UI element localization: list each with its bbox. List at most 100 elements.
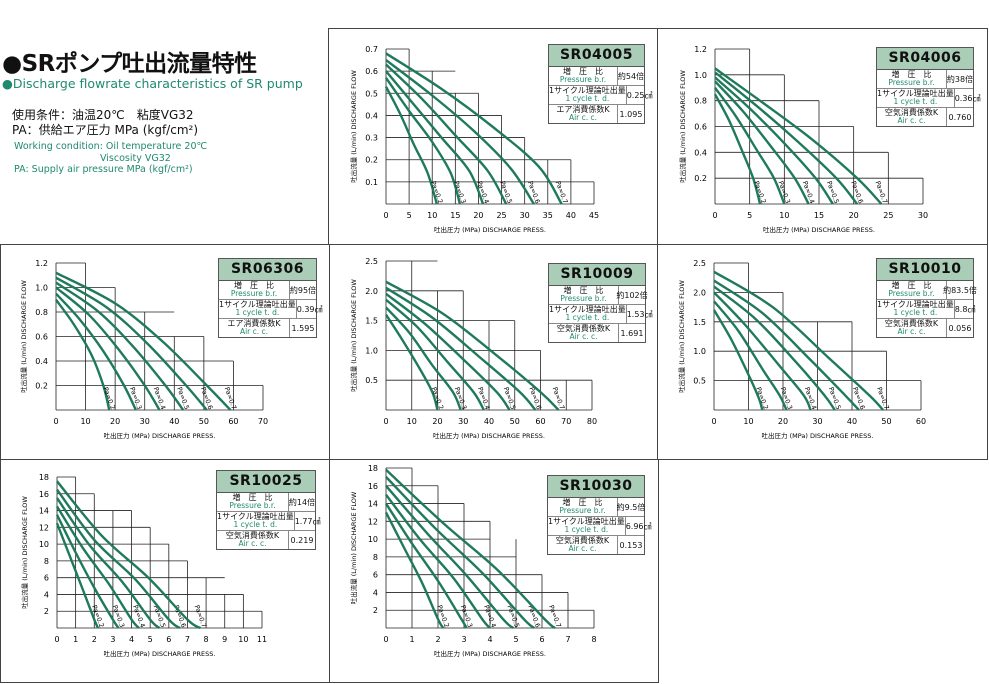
x-tick-label: 0 [54,635,59,644]
air-label: エア消費係数K [556,105,610,115]
x-tick-label: 30 [918,211,928,220]
y-tick-label: 0.6 [365,67,378,76]
series-line [385,280,560,411]
cycle-label-en: 1 cycle t. d. [893,308,938,318]
series-line [385,493,491,629]
x-tick-label: 20 [849,211,859,220]
air-label: 空気消費係数K [884,108,939,118]
y-tick-label: 0.7 [365,45,378,54]
model-name: SR10025 [217,471,315,493]
page-subtitle: ●Discharge flowrate characteristics of S… [2,76,303,91]
x-tick-label: 15 [450,211,460,220]
x-tick-label: 30 [812,417,822,426]
series-line [713,291,812,411]
pressure-ratio-label-en: Pressure b.r. [560,294,607,304]
x-tick-label: 30 [140,417,150,426]
series-label: Pa=0.7 [874,180,890,205]
cycle-row: 1サイクル理論吐出量 1 cycle t. d. 6.96㎤ [548,517,652,536]
series-line [385,286,537,411]
x-tick-label: 70 [561,417,571,426]
y-axis-title: 吐出流量 (L/min) DISCHARGE FLOW [20,496,29,609]
series-line [55,522,100,629]
cycle-label-en: 1 cycle t. d. [893,97,938,107]
series-line [56,488,181,630]
x-tick-label: 10 [407,417,417,426]
series-label: Pa=0.7 [551,386,567,411]
pressure-ratio-label-en: Pressure b.r. [888,78,935,88]
cycle-value: 0.39㎤ [296,304,323,314]
x-tick-label: 45 [589,211,599,220]
cycle-value: 1.77㎤ [294,516,321,526]
x-tick-label: 0 [53,417,58,426]
y-tick-label: 16 [39,490,49,499]
y-tick-label: 10 [368,535,378,544]
spec-box: SR10009 増 圧 比 Pressure b.r. 約102倍 1サイクル理論… [548,263,653,343]
air-value: 0.219 [290,535,314,545]
x-tick-label: 5 [513,635,518,644]
air-label-en: Air c. c. [897,327,926,337]
y-tick-label: 8 [44,557,49,566]
x-tick-label: 1 [409,635,414,644]
series-label: Pa=0.3 [452,180,468,205]
cycle-label: 1サイクル理論吐出量 [549,86,626,96]
chart-panel-sr10010: 0 10 20 30 40 50 60 0.5 1.0 1.5 2.0 2.5 吐出圧力 (MPa) D… [657,244,988,460]
x-tick-label: 20 [473,211,483,220]
cycle-label: 1サイクル理論吐出量 [877,300,954,310]
x-axis-title: 吐出圧力 (MPa) DISCHARGE PRESS. [104,431,216,440]
air-row: エア消費係数K Air c. c. 1.095 [549,105,644,123]
pressure-ratio-label: 増 圧 比 [563,286,604,296]
chart-panel-sr04006: 0 5 10 15 20 25 30 0.2 0.4 0.6 0.8 1.0 1.2 吐出圧力 (MPa)… [657,28,988,245]
condition-en-2: Viscosity VG32 [100,153,171,164]
x-tick-label: 4 [487,635,492,644]
series-line [385,59,535,205]
y-tick-label: 0.5 [693,377,706,386]
chart-panel-sr10030: 0 1 2 3 4 5 6 7 8 2 4 6 8 10 12 14 16 18 吐出圧力 (MPa) DISCHA… [329,459,659,683]
cycle-row: 1サイクル理論吐出量 1 cycle t. d. 0.39㎤ [219,300,323,319]
pressure-ratio-label-en: Pressure b.r. [230,289,278,299]
x-tick-label: 30 [520,211,530,220]
x-tick-label: 25 [496,211,506,220]
cycle-value: 6.96㎤ [625,521,652,531]
air-row: 空気消費係数K Air c. c. 0.219 [217,531,315,549]
air-value: 1.595 [291,323,315,333]
y-tick-label: 18 [39,473,49,482]
x-tick-label: 0 [383,211,388,220]
series-label: Pa=0.4 [131,604,147,629]
y-tick-label: 1.5 [365,317,378,326]
y-tick-label: 0.2 [694,174,707,183]
x-tick-label: 40 [566,211,576,220]
cycle-row: 1サイクル理論吐出量 1 cycle t. d. 1.77㎤ [217,512,321,531]
cycle-label-en: 1 cycle t. d. [564,525,609,535]
air-row: 空気消費係数K Air c. c. 0.153 [548,536,644,554]
x-axis-title: 吐出圧力 (MPa) DISCHARGE PRESS. [434,225,546,234]
x-axis-title: 吐出圧力 (MPa) DISCHARGE PRESS. [762,431,874,440]
series-line [385,468,556,629]
x-tick-label: 7 [565,635,570,644]
series-line [385,52,563,205]
pressure-ratio-label-en: Pressure b.r. [888,289,935,299]
pressure-ratio-row: 増 圧 比 Pressure b.r. 約54倍 [549,67,644,86]
air-value: 1.095 [619,109,643,119]
y-tick-label: 1.5 [693,318,706,327]
y-tick-label: 0.2 [365,156,378,165]
x-tick-label: 0 [712,211,717,220]
y-axis-title: 吐出流量 (L/min) DISCHARGE FLOW [677,280,686,393]
y-tick-label: 6 [44,574,49,583]
spec-box: SR06306 増 圧 比 Pressure b.r. 約95倍 1サイクル理論吐… [218,258,323,338]
x-tick-label: 5 [407,211,412,220]
y-tick-label: 0.6 [694,123,707,132]
y-tick-label: 0.4 [35,357,48,366]
cycle-label: 1サイクル理論吐出量 [217,512,294,522]
y-axis-title: 吐出流量 (L/min) DISCHARGE FLOW [349,491,358,604]
cycle-label-en: 1 cycle t. d. [565,313,610,323]
pressure-ratio-label: 増 圧 比 [891,70,932,80]
cycle-label-en: 1 cycle t. d. [565,94,610,104]
pressure-ratio-row: 増 圧 比 Pressure b.r. 約83.5倍 [877,281,977,300]
x-tick-label: 70 [258,417,268,426]
x-tick-label: 11 [257,635,267,644]
pressure-ratio-value: 約102倍 [616,290,648,300]
cycle-row: 1サイクル理論吐出量 1 cycle t. d. 0.25㎤ [549,86,653,105]
pressure-ratio-label-en: Pressure b.r. [559,506,606,516]
condition-en-3: PA: Supply air pressure MPa (kgf/cm²) [14,164,193,175]
series-line [384,86,438,205]
